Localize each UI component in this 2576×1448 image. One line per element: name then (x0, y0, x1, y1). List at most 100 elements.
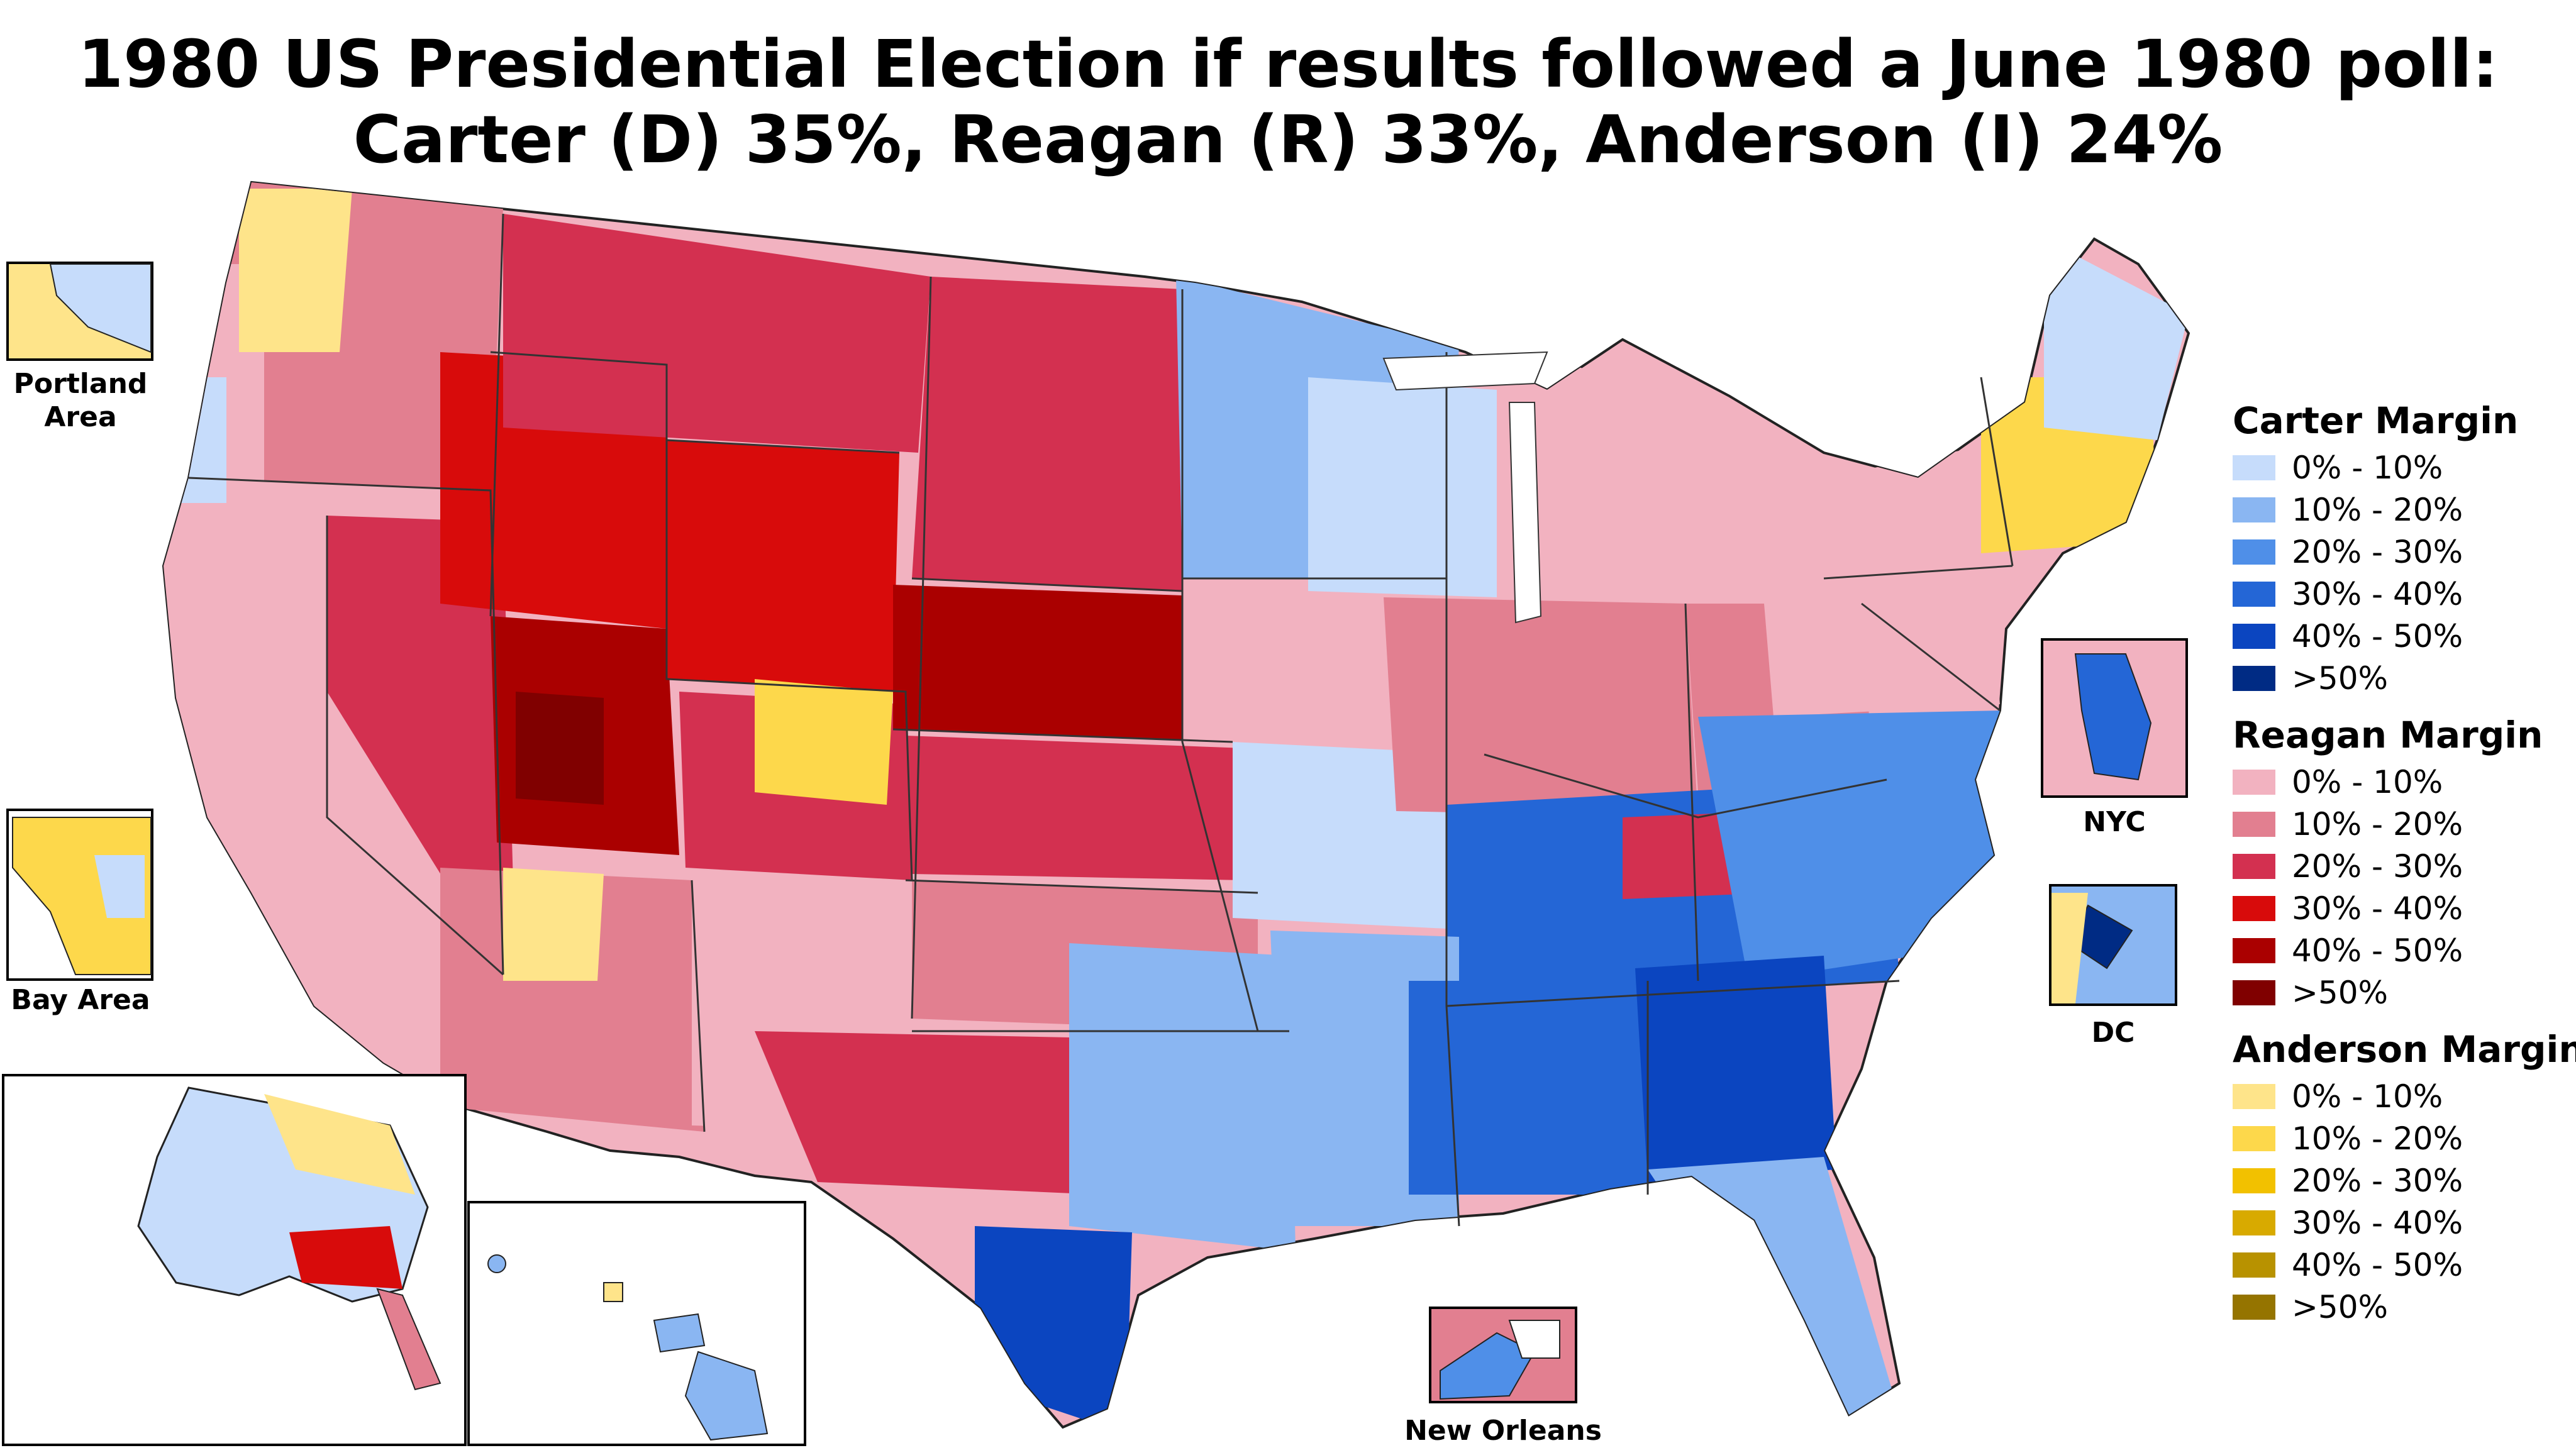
region-michigan (1522, 352, 1711, 654)
legend-label: >50% (2292, 1288, 2389, 1325)
legend-item: 40% - 50% (2233, 1244, 2572, 1286)
legend-label: 40% - 50% (2292, 1246, 2463, 1283)
new-orleans-inset-blue (1440, 1332, 1536, 1400)
legend-label: 10% - 20% (2292, 805, 2463, 843)
region-illinois-indiana (1384, 597, 1698, 817)
legend-item: >50% (2233, 1286, 2572, 1328)
region-arizona-anderson (503, 868, 604, 981)
legend-label: 20% - 30% (2292, 848, 2463, 885)
legend-swatch (2233, 769, 2275, 795)
legend-item: 10% - 20% (2233, 803, 2572, 845)
legend-label: 40% - 50% (2292, 932, 2463, 969)
hawaii-island-kauai (487, 1254, 506, 1273)
region-dakotas (912, 277, 1182, 591)
region-virginia-carolinas (1698, 710, 2000, 981)
legend-swatch (2233, 581, 2275, 607)
portland-inset-blue (49, 263, 152, 353)
lake-superior (1382, 351, 1548, 391)
legend-item: 0% - 10% (2233, 1075, 2572, 1117)
region-florida (1648, 1157, 1899, 1415)
legend-swatch (2233, 455, 2275, 480)
region-georgia (1635, 956, 1836, 1182)
hawaii-island-maui (653, 1313, 706, 1353)
region-utah-core (516, 692, 604, 805)
legend-item: 0% - 10% (2233, 761, 2572, 803)
map-title-line-2: Carter (D) 35%, Reagan (R) 33%, Anderson… (353, 101, 2223, 178)
legend-swatch (2233, 811, 2275, 837)
legend-swatch (2233, 497, 2275, 522)
region-new-york (1824, 440, 2012, 578)
legend-carter: Carter Margin 0% - 10% 10% - 20% 20% - 3… (2233, 402, 2572, 699)
map-title-line-1: 1980 US Presidential Election if results… (77, 26, 2499, 102)
alaska-north-slope (264, 1094, 415, 1195)
region-california (164, 692, 503, 1107)
region-coast-blue (170, 377, 226, 503)
region-colorado-anderson (755, 679, 893, 805)
legend-label: 10% - 20% (2292, 1120, 2463, 1157)
legend-swatch (2233, 980, 2275, 1005)
legend-swatch (2233, 1294, 2275, 1320)
region-texas-east (1069, 943, 1296, 1251)
legend-label: 10% - 20% (2292, 491, 2463, 528)
region-wyoming (667, 440, 899, 692)
region-kansas (906, 736, 1245, 880)
legend-swatch (2233, 623, 2275, 649)
legend-label: 0% - 10% (2292, 763, 2443, 800)
legend-swatch (2233, 1252, 2275, 1278)
region-nebraska (893, 585, 1233, 742)
legend-title-reagan: Reagan Margin (2233, 714, 2543, 756)
legend-swatch (2233, 1125, 2275, 1151)
legend-label: 20% - 30% (2292, 533, 2463, 570)
legend-item: 20% - 30% (2233, 845, 2572, 887)
new-orleans-inset-lake (1508, 1320, 1560, 1359)
legend-swatch (2233, 665, 2275, 691)
legend-title-carter: Carter Margin (2233, 399, 2519, 442)
hawaii-island-big (684, 1351, 769, 1441)
dc-inset-virginia (2051, 893, 2088, 1003)
legend-swatch (2233, 895, 2275, 921)
legend-swatch (2233, 1083, 2275, 1109)
legend-label: 30% - 40% (2292, 575, 2463, 612)
legend-swatch (2233, 1168, 2275, 1193)
region-texas-south (975, 1226, 1132, 1427)
legend-anderson: Anderson Margin 0% - 10% 10% - 20% 20% -… (2233, 1028, 2576, 1328)
state-boundaries (188, 213, 2014, 1227)
lake-michigan (1508, 402, 1542, 624)
region-wisconsin (1308, 377, 1497, 597)
region-iowa (1182, 578, 1434, 742)
legend-item: 30% - 40% (2233, 1202, 2572, 1244)
legend-label: 0% - 10% (2292, 449, 2443, 486)
region-montana (503, 214, 931, 453)
legend-label: 0% - 10% (2292, 1078, 2443, 1115)
alaska-panhandle (376, 1288, 441, 1391)
inset-label-new-orleans: New Orleans (1404, 1415, 1602, 1447)
inset-label-bay-area: Bay Area (11, 984, 150, 1016)
legend-item: >50% (2233, 971, 2572, 1014)
legend-item: 10% - 20% (2233, 1117, 2572, 1159)
alaska-south-central (289, 1226, 402, 1289)
legend-title-anderson: Anderson Margin (2233, 1028, 2576, 1071)
legend-item: 30% - 40% (2233, 573, 2572, 615)
legend-item: 0% - 10% (2233, 446, 2572, 489)
legend-item: 20% - 30% (2233, 1159, 2572, 1202)
legend-label: >50% (2292, 660, 2389, 697)
inset-label-dc: DC (2091, 1017, 2135, 1049)
region-maine (2044, 239, 2189, 440)
legend-item: 40% - 50% (2233, 615, 2572, 657)
region-seattle (239, 189, 352, 352)
inset-label-nyc: NYC (2083, 806, 2146, 838)
legend-swatch (2233, 539, 2275, 565)
legend-item: 40% - 50% (2233, 929, 2572, 971)
legend-label: 20% - 30% (2292, 1162, 2463, 1199)
legend-reagan: Reagan Margin 0% - 10% 10% - 20% 20% - 3… (2233, 717, 2572, 1014)
legend-swatch (2233, 853, 2275, 879)
legend-swatch (2233, 937, 2275, 963)
legend-swatch (2233, 1210, 2275, 1235)
legend-label: >50% (2292, 974, 2389, 1011)
region-mississippi-alabama (1409, 981, 1648, 1195)
region-pennsylvania (1761, 553, 2000, 717)
legend-item: 30% - 40% (2233, 887, 2572, 929)
legend-label: 30% - 40% (2292, 890, 2463, 927)
bay-area-inset-blue (94, 855, 145, 918)
